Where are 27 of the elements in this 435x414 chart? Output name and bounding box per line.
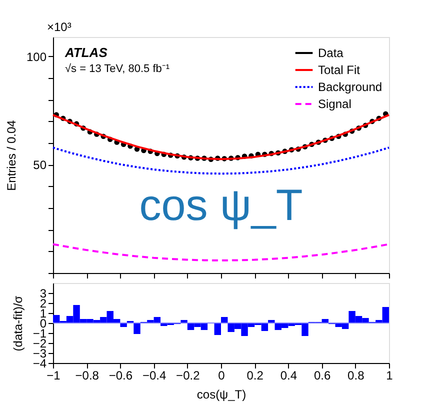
line-series — [52, 146, 390, 175]
line-series — [52, 243, 390, 262]
x-tick-label: 0.8 — [348, 368, 365, 382]
annotation: √s = 13 TeV, 80.5 fb⁻¹ — [65, 63, 170, 75]
legend-label: Background — [318, 80, 382, 94]
annotation: ATLAS — [64, 45, 108, 60]
x-tick-label: 0.4 — [280, 368, 298, 382]
x-tick-label: 0.2 — [246, 368, 264, 382]
bar — [134, 323, 140, 334]
legend-label: Signal — [318, 97, 352, 111]
y-axis-title: Entries / 0.04 — [4, 120, 18, 191]
y-axis-title: (data-fit)/σ — [10, 295, 25, 352]
annotation: cos ψ_T — [139, 180, 303, 230]
x-tick-label: −0.4 — [142, 368, 166, 382]
bar — [214, 323, 221, 335]
x-tick-label: −0.8 — [75, 368, 100, 382]
legend-label: Total Fit — [318, 63, 361, 77]
y-tick-label: 100 — [26, 50, 47, 64]
x-tick-label: 0.6 — [314, 368, 331, 382]
x-tick-label: 1 — [386, 368, 394, 382]
y-tick-label: 50 — [33, 158, 47, 172]
x-tick-label: −0.6 — [108, 368, 133, 382]
legend-label: Data — [318, 46, 344, 60]
x-tick-label: 0 — [218, 368, 226, 382]
x-axis-title: cos(ψ_T) — [196, 388, 246, 402]
x-tick-label: −0.2 — [176, 368, 200, 382]
text: ×10³ — [47, 20, 72, 34]
